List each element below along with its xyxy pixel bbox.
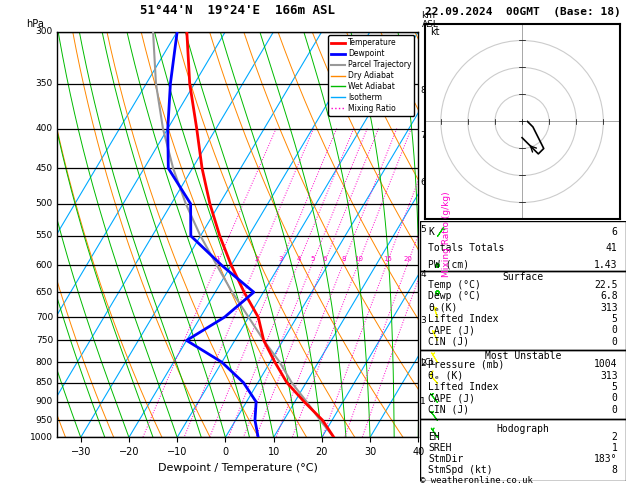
Text: CAPE (J): CAPE (J) [428, 394, 476, 403]
Legend: Temperature, Dewpoint, Parcel Trajectory, Dry Adiabat, Wet Adiabat, Isotherm, Mi: Temperature, Dewpoint, Parcel Trajectory… [328, 35, 415, 116]
Text: 3: 3 [420, 315, 426, 325]
Text: 900: 900 [36, 398, 53, 406]
Text: θₑ(K): θₑ(K) [428, 303, 458, 312]
Text: 1: 1 [612, 443, 618, 453]
Text: Most Unstable: Most Unstable [485, 351, 561, 361]
Text: 8: 8 [420, 86, 426, 95]
Text: 6: 6 [322, 257, 327, 262]
Text: 41: 41 [606, 243, 618, 253]
Text: 5: 5 [612, 314, 618, 324]
Text: 1004: 1004 [594, 359, 618, 369]
Text: 500: 500 [36, 199, 53, 208]
Text: PW (cm): PW (cm) [428, 260, 469, 270]
Text: CIN (J): CIN (J) [428, 405, 469, 415]
Text: 800: 800 [36, 358, 53, 367]
Text: 0: 0 [612, 394, 618, 403]
Text: 313: 313 [600, 303, 618, 312]
Text: 15: 15 [383, 257, 392, 262]
X-axis label: Dewpoint / Temperature (°C): Dewpoint / Temperature (°C) [157, 463, 318, 473]
Text: StmDir: StmDir [428, 454, 464, 464]
Text: Mixing Ratio (g/kg): Mixing Ratio (g/kg) [442, 191, 451, 278]
Text: 700: 700 [36, 312, 53, 322]
Bar [420, 350, 626, 419]
Text: 600: 600 [36, 260, 53, 270]
Text: 22.5: 22.5 [594, 280, 618, 290]
Text: StmSpd (kt): StmSpd (kt) [428, 465, 493, 475]
Text: Temp (°C): Temp (°C) [428, 280, 481, 290]
Text: 0: 0 [612, 325, 618, 335]
Text: kt: kt [430, 27, 440, 37]
Text: θₑ (K): θₑ (K) [428, 371, 464, 381]
Text: 6: 6 [612, 227, 618, 237]
Text: 7: 7 [420, 131, 426, 140]
Text: 3: 3 [279, 257, 283, 262]
Text: Lifted Index: Lifted Index [428, 382, 499, 392]
Bar [420, 271, 626, 350]
Text: 22.09.2024  00GMT  (Base: 18): 22.09.2024 00GMT (Base: 18) [425, 7, 620, 17]
Text: Dewp (°C): Dewp (°C) [428, 291, 481, 301]
Text: © weatheronline.co.uk: © weatheronline.co.uk [420, 475, 533, 485]
Text: 750: 750 [36, 336, 53, 345]
Text: 0: 0 [612, 405, 618, 415]
Text: 1.43: 1.43 [594, 260, 618, 270]
Text: 5: 5 [420, 225, 426, 234]
Text: 400: 400 [36, 124, 53, 133]
Text: 550: 550 [36, 231, 53, 241]
Text: 1: 1 [420, 398, 426, 406]
Text: 300: 300 [36, 27, 53, 36]
Text: km
ASL: km ASL [421, 11, 438, 29]
Text: 950: 950 [36, 416, 53, 425]
Text: Totals Totals: Totals Totals [428, 243, 505, 253]
Text: LCL: LCL [420, 358, 435, 367]
Text: 650: 650 [36, 288, 53, 296]
Text: 183°: 183° [594, 454, 618, 464]
Text: 1: 1 [216, 257, 220, 262]
Text: SREH: SREH [428, 443, 452, 453]
Text: 10: 10 [354, 257, 364, 262]
Text: 4: 4 [296, 257, 301, 262]
Text: Surface: Surface [503, 272, 543, 282]
Text: 2: 2 [420, 359, 426, 367]
Text: 450: 450 [36, 164, 53, 173]
Text: 20: 20 [404, 257, 413, 262]
Text: 5: 5 [612, 382, 618, 392]
Text: 5: 5 [311, 257, 315, 262]
Text: Pressure (mb): Pressure (mb) [428, 359, 505, 369]
Text: K: K [428, 227, 434, 237]
Text: 51°44'N  19°24'E  166m ASL: 51°44'N 19°24'E 166m ASL [140, 4, 335, 17]
Text: 6: 6 [420, 178, 426, 188]
Text: CAPE (J): CAPE (J) [428, 325, 476, 335]
Text: CIN (J): CIN (J) [428, 337, 469, 347]
Bar [420, 221, 626, 271]
Text: 1000: 1000 [30, 433, 53, 442]
Text: 2: 2 [255, 257, 259, 262]
Text: EH: EH [428, 432, 440, 442]
Text: 8: 8 [342, 257, 346, 262]
Text: hPa: hPa [26, 19, 44, 29]
Text: 350: 350 [36, 79, 53, 88]
Bar [420, 419, 626, 481]
Text: 6.8: 6.8 [600, 291, 618, 301]
Text: Lifted Index: Lifted Index [428, 314, 499, 324]
Text: 313: 313 [600, 371, 618, 381]
Text: 2: 2 [612, 432, 618, 442]
Text: 0: 0 [612, 337, 618, 347]
Text: Hodograph: Hodograph [496, 424, 550, 434]
Text: 4: 4 [420, 270, 426, 278]
Text: 8: 8 [612, 465, 618, 475]
Text: 850: 850 [36, 378, 53, 387]
